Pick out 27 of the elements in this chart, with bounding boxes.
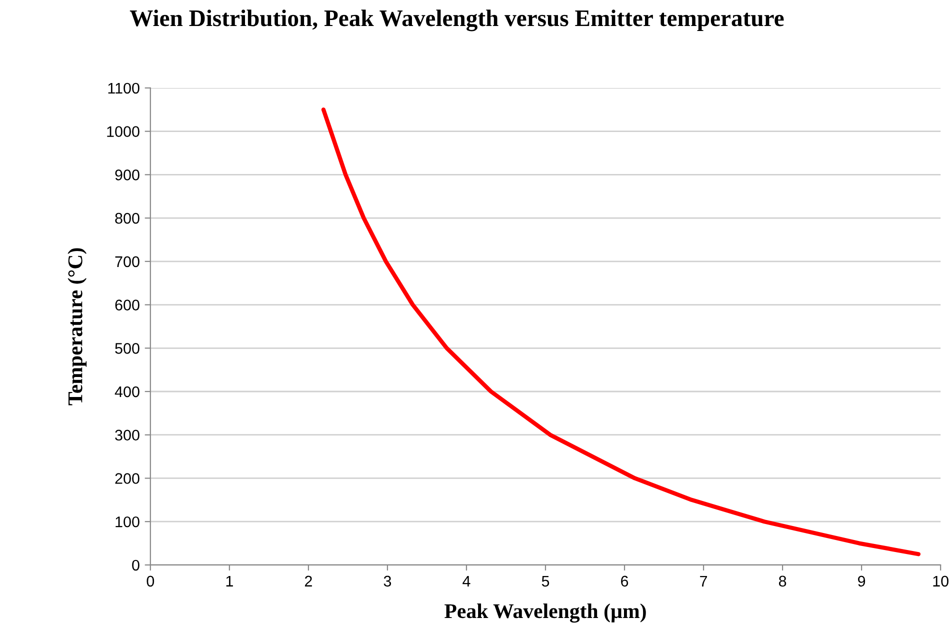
x-tick-label: 7 [700,576,708,586]
y-axis-title: Temperature (°C) [68,248,87,406]
y-tick-label: 0 [132,560,140,571]
line-series [321,108,921,556]
x-tick-label: 0 [146,576,154,587]
chart-title: Wien Distribution, Peak Wavelength versus Emitter temperature [130,10,784,32]
x-axis-title: Peak Wavelength (µm) [444,604,646,623]
x-tick-label: 1 [226,576,233,586]
y-tick-label: 200 [115,473,140,484]
x-tick-label: 9 [858,576,866,587]
x-tick-label: 10 [933,576,948,587]
y-tick-label: 1100 [108,82,140,94]
x-tick-label: 6 [621,576,628,587]
y-tick-label: 1000 [107,126,140,138]
y-tick-label: 300 [115,430,140,441]
y-tick-label: 500 [115,343,140,354]
x-tick-label: 8 [778,576,786,587]
y-tick-label: 700 [115,256,140,268]
y-tick-label: 600 [115,300,140,310]
x-tick-label: 3 [384,576,392,587]
y-tick-label: 400 [114,386,140,398]
x-tick-label: 5 [542,576,550,587]
y-tick-label: 100 [116,516,140,528]
x-tick-label: 4 [462,576,470,586]
y-tick-label: 900 [115,170,140,180]
x-tick-label: 2 [304,576,312,586]
y-tick-label: 800 [115,212,140,224]
